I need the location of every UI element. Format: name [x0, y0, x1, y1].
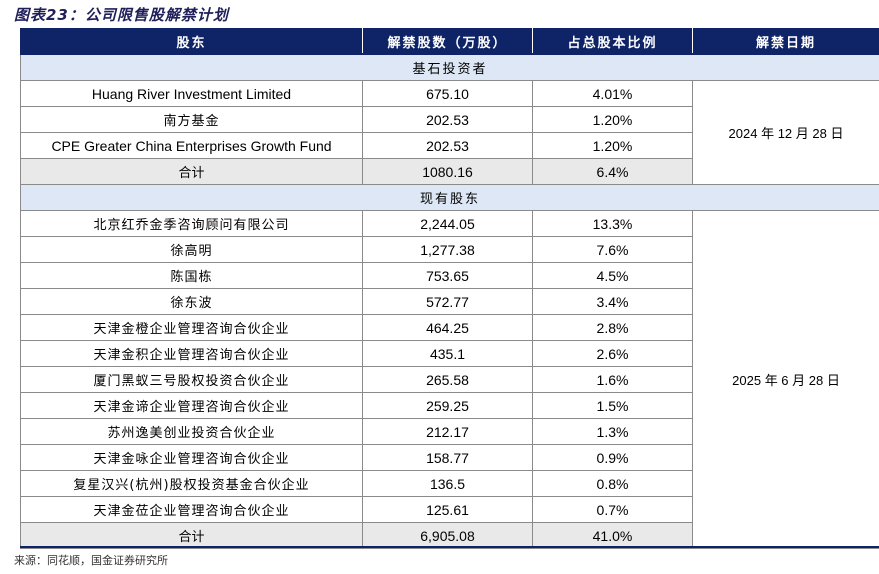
share-ratio: 1.20% — [532, 106, 693, 133]
shareholder-name: 苏州逸美创业投资合伙企业 — [20, 418, 363, 445]
unlock-shares: 675.10 — [362, 80, 533, 107]
share-ratio: 1.20% — [532, 132, 693, 159]
header-ratio: 占总股本比例 — [532, 28, 693, 55]
shareholder-name: 徐高明 — [20, 236, 363, 263]
table-row: CPE Greater China Enterprises Growth Fun… — [20, 132, 879, 159]
share-ratio: 13.3% — [532, 210, 693, 237]
share-ratio: 2.6% — [532, 340, 693, 367]
unlock-shares: 753.65 — [362, 262, 533, 289]
table-row: 北京红乔金季咨询顾问有限公司 2,244.05 13.3% 2025 年 6 月 28… — [20, 210, 879, 549]
shareholder-name: 复星汉兴(杭州)股权投资基金合伙企业 — [20, 470, 363, 497]
unlock-shares: 212.17 — [362, 418, 533, 445]
source-note: 来源：同花顺，国金证券研究所 — [14, 554, 168, 567]
section-row: 现有股东 — [20, 184, 879, 211]
header-shares: 解禁股数（万股） — [362, 28, 533, 55]
table-row: 南方基金 202.53 1.20% — [20, 106, 879, 133]
header-shareholder: 股东 — [20, 28, 363, 55]
shareholder-name: 南方基金 — [20, 106, 363, 133]
shareholder-name: 天津金谛企业管理咨询合伙企业 — [20, 392, 363, 419]
table-row: 徐东波 572.77 3.4% — [20, 288, 879, 315]
total-label: 合计 — [20, 522, 363, 549]
share-ratio: 1.3% — [532, 418, 693, 445]
shareholder-name: 天津金橙企业管理咨询合伙企业 — [20, 314, 363, 341]
total-shares: 6,905.08 — [362, 522, 533, 549]
unlock-date: 2024 年 12 月 28 日 — [692, 80, 879, 185]
unlock-shares: 259.25 — [362, 392, 533, 419]
unlock-shares: 265.58 — [362, 366, 533, 393]
unlock-date: 2025 年 6 月 28 日 — [692, 210, 879, 549]
shareholder-name: 厦门黑蚁三号股权投资合伙企业 — [20, 366, 363, 393]
shareholder-name: 天津金咏企业管理咨询合伙企业 — [20, 444, 363, 471]
unlock-shares: 572.77 — [362, 288, 533, 315]
table-row: 天津金莅企业管理咨询合伙企业 125.61 0.7% — [20, 496, 879, 523]
section-label: 基石投资者 — [20, 53, 879, 81]
shareholder-name: 陈国栋 — [20, 262, 363, 289]
table-row: 徐高明 1,277.38 7.6% — [20, 236, 879, 263]
table-row: 陈国栋 753.65 4.5% — [20, 262, 879, 289]
table-row: 天津金橙企业管理咨询合伙企业 464.25 2.8% — [20, 314, 879, 341]
total-row: 合计 1080.16 6.4% — [20, 158, 879, 185]
table-row: Huang River Investment Limited 675.10 4.01… — [20, 80, 879, 185]
total-label: 合计 — [20, 158, 363, 185]
unlock-shares: 464.25 — [362, 314, 533, 341]
total-ratio: 41.0% — [532, 522, 693, 549]
share-ratio: 4.5% — [532, 262, 693, 289]
share-ratio: 0.9% — [532, 444, 693, 471]
lockup-table: 股东 解禁股数（万股） 占总股本比例 解禁日期 基石投资者 Huang River… — [20, 28, 879, 549]
page-title: 图表23：公司限售股解禁计划 — [14, 6, 229, 24]
share-ratio: 7.6% — [532, 236, 693, 263]
shareholder-name: Huang River Investment Limited — [20, 80, 363, 107]
table-row: 厦门黑蚁三号股权投资合伙企业 265.58 1.6% — [20, 366, 879, 393]
unlock-shares: 435.1 — [362, 340, 533, 367]
unlock-shares: 202.53 — [362, 106, 533, 133]
section-label: 现有股东 — [20, 184, 879, 211]
unlock-shares: 158.77 — [362, 444, 533, 471]
share-ratio: 1.6% — [532, 366, 693, 393]
table-row: 天津金咏企业管理咨询合伙企业 158.77 0.9% — [20, 444, 879, 471]
share-ratio: 3.4% — [532, 288, 693, 315]
table-header-row: 股东 解禁股数（万股） 占总股本比例 解禁日期 — [20, 28, 879, 55]
shareholder-name: 天津金莅企业管理咨询合伙企业 — [20, 496, 363, 523]
share-ratio: 0.7% — [532, 496, 693, 523]
unlock-shares: 202.53 — [362, 132, 533, 159]
shareholder-name: 北京红乔金季咨询顾问有限公司 — [20, 210, 363, 237]
table-bottom-rule — [20, 546, 879, 548]
total-shares: 1080.16 — [362, 158, 533, 185]
unlock-shares: 2,244.05 — [362, 210, 533, 237]
shareholder-name: CPE Greater China Enterprises Growth Fun… — [20, 132, 363, 159]
total-ratio: 6.4% — [532, 158, 693, 185]
total-row: 合计 6,905.08 41.0% — [20, 522, 879, 549]
share-ratio: 1.5% — [532, 392, 693, 419]
unlock-shares: 136.5 — [362, 470, 533, 497]
share-ratio: 2.8% — [532, 314, 693, 341]
shareholder-name: 徐东波 — [20, 288, 363, 315]
header-date: 解禁日期 — [692, 28, 879, 55]
unlock-shares: 125.61 — [362, 496, 533, 523]
unlock-shares: 1,277.38 — [362, 236, 533, 263]
shareholder-name: 天津金积企业管理咨询合伙企业 — [20, 340, 363, 367]
share-ratio: 0.8% — [532, 470, 693, 497]
share-ratio: 4.01% — [532, 80, 693, 107]
section-row: 基石投资者 — [20, 53, 879, 81]
